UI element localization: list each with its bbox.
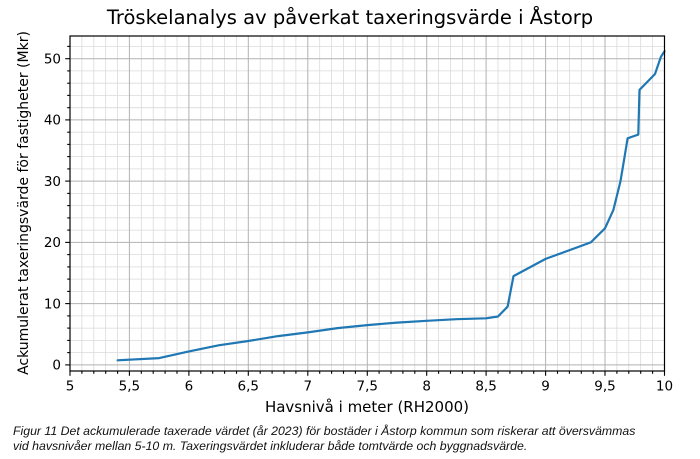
y-tick-label: 30: [44, 174, 61, 190]
chart-title: Tröskelanalys av påverkat taxeringsvärde…: [106, 6, 594, 29]
x-tick-label: 8,5: [475, 379, 496, 395]
x-tick-label: 6,5: [238, 379, 259, 395]
x-tick-label: 8: [422, 379, 431, 395]
x-tick-label: 6: [185, 379, 194, 395]
x-tick-label: 7: [304, 379, 313, 395]
y-tick-label: 50: [44, 52, 61, 68]
y-tick-label: 40: [44, 113, 61, 129]
x-tick-labels: 5 5,5 6 6,5 7 7,5 8 8,5 9 9,5 10: [66, 379, 673, 395]
figure-caption: Figur 11 Det ackumulerade taxerade värde…: [13, 424, 636, 454]
y-tick-label: 0: [52, 358, 61, 374]
x-tick-label: 7,5: [357, 379, 378, 395]
x-tick-label: 9,5: [594, 379, 615, 395]
x-tick-label: 10: [656, 379, 673, 395]
x-tick-label: 5,5: [119, 379, 140, 395]
major-grid: [69, 36, 665, 371]
y-tick-label: 10: [44, 296, 61, 312]
line-chart: 5 5,5 6 6,5 7 7,5 8 8,5 9 9,5 10 0 10 20 30 40 50: [44, 35, 673, 395]
y-tick-label: 20: [44, 235, 61, 251]
data-line: [116, 50, 666, 362]
x-tick-label: 5: [66, 379, 75, 395]
x-tick-label: 9: [541, 379, 550, 395]
x-axis-label: Havsnivå i meter (RH2000): [264, 398, 470, 416]
y-tick-labels: 0 10 20 30 40 50: [44, 52, 61, 374]
axis-ticks: [65, 45, 666, 376]
